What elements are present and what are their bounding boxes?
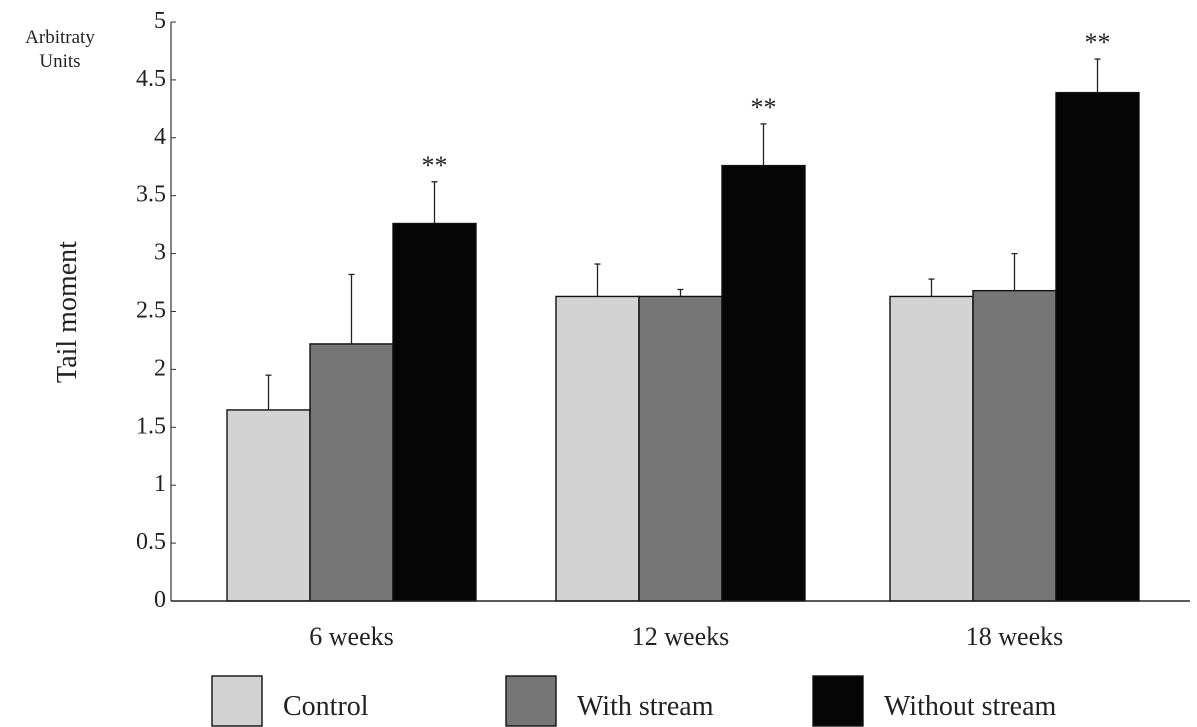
legend-swatch xyxy=(505,675,557,727)
y-tick-label: 0 xyxy=(154,587,166,613)
bar xyxy=(555,295,640,602)
error-bars xyxy=(265,58,1101,410)
y-tick-label: 1.5 xyxy=(136,413,166,439)
bar xyxy=(309,343,394,602)
x-axis-category-labels: 6 weeks 12 weeks 18 weeks xyxy=(309,622,1063,651)
y-tick-label: 3.5 xyxy=(136,182,166,208)
bar xyxy=(392,222,477,602)
y-axis-title: Tail moment xyxy=(52,241,83,383)
x-category-label: 6 weeks xyxy=(309,622,393,651)
legend-item: Without stream xyxy=(812,675,1057,727)
y-tick-label: 2.5 xyxy=(136,298,166,324)
legend: Control With stream Without stream xyxy=(211,675,1057,727)
significance-marker: ** xyxy=(422,151,448,180)
y-tick-label: 4.5 xyxy=(136,66,166,92)
y-tick-label: 3 xyxy=(154,240,166,266)
y-unit-label-line: Units xyxy=(39,51,80,72)
legend-item: With stream xyxy=(505,675,714,727)
bar xyxy=(721,164,806,602)
significance-marker: ** xyxy=(1085,28,1111,57)
bar xyxy=(972,289,1057,602)
y-tick-label: 2 xyxy=(154,355,166,381)
y-axis-ticks: 0 0.5 1 1.5 2 2.5 3 3.5 4 4.5 5 xyxy=(136,8,176,613)
y-axis-label: Tail moment xyxy=(52,241,83,383)
y-tick-label: 5 xyxy=(154,8,166,34)
legend-label: Control xyxy=(283,691,369,722)
legend-swatch xyxy=(211,675,263,727)
bar xyxy=(638,295,723,602)
x-category-label: 18 weeks xyxy=(966,622,1063,651)
bar xyxy=(1055,91,1140,602)
bar xyxy=(226,409,311,602)
bars xyxy=(226,91,1140,602)
bar xyxy=(889,295,974,602)
legend-label: Without stream xyxy=(884,691,1057,722)
x-category-label: 12 weeks xyxy=(632,622,729,651)
legend-label: With stream xyxy=(577,691,714,722)
significance-marker: ** xyxy=(751,93,777,122)
legend-item: Control xyxy=(211,675,369,727)
y-unit-label: Arbitraty Units xyxy=(25,27,95,72)
significance-markers: ** ** ** xyxy=(422,28,1111,180)
axes xyxy=(170,22,1190,602)
y-tick-label: 0.5 xyxy=(136,529,166,555)
y-tick-label: 4 xyxy=(154,124,166,150)
legend-swatch xyxy=(812,675,864,727)
y-unit-label-line: Arbitraty xyxy=(25,27,95,48)
y-tick-label: 1 xyxy=(154,471,166,497)
